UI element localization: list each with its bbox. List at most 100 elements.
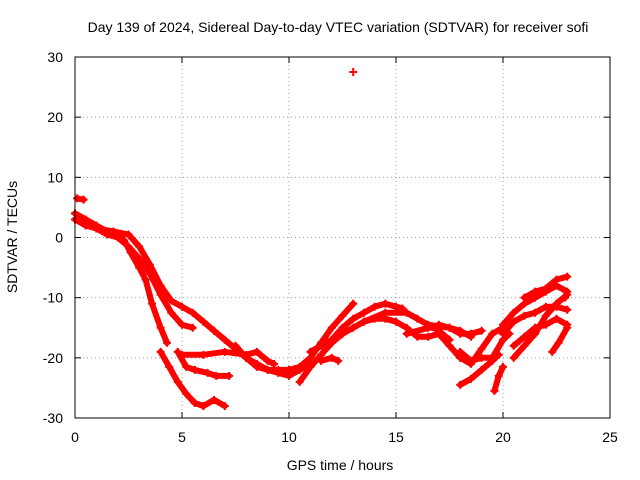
data-point — [349, 323, 358, 332]
x-tick-label: 0 — [71, 429, 79, 445]
data-point — [135, 263, 144, 272]
series-trace-18 — [490, 362, 507, 395]
data-point — [210, 326, 219, 335]
data-point — [220, 347, 229, 356]
data-point — [554, 338, 563, 347]
x-axis-label: GPS time / hours — [287, 457, 394, 473]
data-point — [295, 362, 304, 371]
data-point — [327, 323, 336, 332]
data-point — [242, 353, 251, 362]
data-point — [509, 353, 518, 362]
y-tick-label: 0 — [55, 230, 63, 246]
data-point — [210, 395, 219, 404]
data-point — [270, 359, 279, 368]
data-point — [156, 290, 165, 299]
series-line — [307, 300, 406, 355]
data-point — [165, 362, 174, 371]
data-point — [509, 308, 518, 317]
data-point — [563, 323, 572, 332]
data-point — [392, 317, 400, 326]
data-point — [173, 377, 182, 386]
data-point — [541, 311, 550, 320]
data-point — [456, 380, 465, 389]
data-point — [199, 350, 208, 359]
data-point — [477, 344, 486, 353]
data-point — [252, 362, 261, 371]
data-point — [225, 371, 234, 380]
data-point — [334, 356, 343, 365]
data-point — [392, 302, 400, 311]
series-trace-24 — [548, 323, 572, 356]
series-line — [549, 324, 571, 355]
x-tick-label: 25 — [602, 429, 618, 445]
data-point — [81, 221, 90, 230]
series-line — [72, 216, 196, 331]
series-trace-17 — [456, 350, 503, 389]
data-point — [520, 341, 529, 350]
series-trace-15 — [434, 320, 475, 341]
data-point — [203, 368, 212, 377]
y-tick-label: 30 — [47, 49, 63, 65]
y-tick-label: 20 — [47, 109, 63, 125]
data-point — [456, 347, 465, 356]
y-axis-label: SDTVAR / TECUs — [4, 181, 20, 293]
data-point — [220, 401, 229, 410]
data-point — [466, 374, 475, 383]
series-line — [360, 309, 453, 343]
x-tick-label: 15 — [388, 429, 404, 445]
data-point — [509, 341, 518, 350]
data-point — [488, 329, 497, 338]
series-line — [232, 300, 357, 373]
data-point — [317, 356, 326, 365]
data-point — [402, 308, 411, 317]
data-point — [520, 293, 529, 302]
data-point — [531, 287, 540, 296]
y-tick-label: -10 — [43, 290, 63, 306]
plot-area — [71, 68, 572, 410]
data-point — [285, 365, 293, 374]
data-point — [252, 347, 261, 356]
data-point — [499, 362, 507, 371]
series-trace-2 — [156, 347, 229, 410]
data-point — [552, 275, 561, 284]
data-point — [349, 299, 358, 308]
data-point — [338, 311, 347, 320]
data-point — [531, 308, 540, 317]
data-point — [124, 242, 133, 251]
data-point — [178, 302, 186, 311]
data-point — [73, 194, 82, 203]
data-point — [445, 323, 454, 332]
data-point — [477, 365, 486, 374]
data-point — [156, 323, 165, 332]
data-point — [494, 350, 503, 359]
series-trace-4 — [71, 215, 197, 332]
data-point — [338, 323, 347, 332]
data-point — [488, 356, 497, 365]
data-point — [156, 347, 165, 356]
data-point — [359, 317, 368, 326]
data-point — [381, 308, 390, 317]
data-point — [145, 260, 154, 269]
series-trace-12 — [359, 308, 454, 344]
data-point — [509, 317, 518, 326]
data-point — [135, 254, 144, 263]
data-point — [445, 335, 454, 344]
data-point — [178, 350, 186, 359]
series-trace-22 — [509, 290, 572, 362]
data-point — [520, 332, 529, 341]
data-point — [190, 398, 199, 407]
data-point — [263, 365, 272, 374]
series-trace-16 — [456, 329, 514, 365]
data-point — [182, 362, 191, 371]
data-point — [167, 308, 176, 317]
data-point — [541, 284, 550, 293]
data-point — [477, 326, 486, 335]
data-point — [552, 314, 561, 323]
axis-ticks: 0 5 10 15 20 25 -30 -20 -10 0 10 20 30 — [43, 49, 618, 445]
x-tick-label: 5 — [178, 429, 186, 445]
data-point — [199, 317, 208, 326]
data-point — [466, 332, 475, 341]
data-point — [563, 290, 572, 299]
data-point — [190, 365, 199, 374]
data-point — [456, 326, 465, 335]
